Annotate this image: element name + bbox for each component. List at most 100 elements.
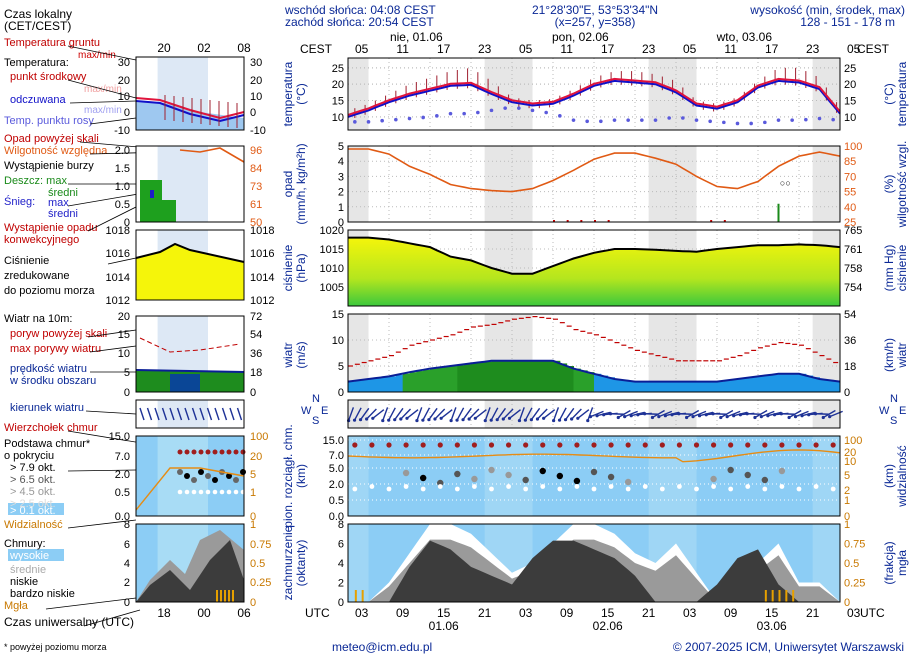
wind-speed-bar [368, 379, 376, 392]
wind-r-tick: 0 [844, 387, 850, 399]
utc-tick: 15 [601, 606, 615, 620]
mini-cc-tick: 8 [124, 519, 130, 531]
wind-arrow [571, 408, 582, 420]
legend-gust-over: poryw powyżej skali [10, 328, 107, 340]
legend-pointer [45, 597, 137, 610]
mini-thin-dot [240, 489, 246, 495]
wind-r-axis-title: wiatr [895, 342, 909, 368]
mini-top-dot [191, 449, 197, 455]
cloud-base-thin-dot [454, 486, 460, 492]
dewpoint-dot [776, 118, 781, 122]
cc-tick: 4 [338, 558, 344, 570]
wind-arrow-head [352, 418, 357, 422]
email-link[interactable]: meteo@icm.edu.pl [332, 640, 432, 654]
mpr-frame [135, 229, 245, 301]
wind-speed-bar [518, 360, 527, 392]
vis-axis-title: widzialność [895, 445, 909, 507]
wind-arrow-head [421, 418, 425, 422]
legend-wind-dir: kierunek wiatru [10, 402, 84, 414]
wind-speed-bar [395, 375, 404, 392]
pres-r-tick: 761 [844, 244, 862, 256]
cloud-base-dot [761, 476, 769, 484]
mini-base-dot [191, 477, 197, 483]
wind-speed-bar [764, 375, 773, 392]
wind-arrow [484, 407, 491, 421]
legend-rain-mid: średni [48, 187, 78, 199]
wind-speed-line [347, 359, 841, 383]
temp-r-tick: 25 [844, 63, 856, 75]
fog-axis-title: mgła [895, 550, 909, 576]
wind-arrow [422, 407, 431, 421]
mini-wind-tick: 20 [118, 311, 130, 323]
cloud-tick: 0.5 [329, 495, 344, 507]
mcc-frame [135, 523, 245, 603]
legend-pressure1: Ciśnienie [4, 255, 49, 267]
wind-arrow-head [828, 415, 832, 419]
legend-cloud-top: Wierzchołek chmur [4, 422, 98, 434]
legend-pointer [67, 45, 137, 61]
dewpoint-dot [435, 114, 439, 118]
wind-speed-bar [641, 381, 650, 392]
pres-frame [347, 229, 841, 307]
cloud-base-dot [522, 476, 529, 484]
mini-humidity [179, 147, 245, 163]
mini-temp-tick-r: 20 [250, 75, 262, 87]
legend-wind-speed: prędkość wiatru [10, 363, 87, 375]
mini-precip-tick: 0 [124, 217, 130, 229]
mini-cloud-tick: 0.5 [115, 487, 130, 499]
cloud-base-thin-dot [728, 486, 734, 492]
utc-tick: 03 [847, 606, 861, 620]
visibility-line [347, 449, 841, 463]
mini-top-dot [177, 449, 183, 455]
wind-speed-bar [389, 376, 397, 392]
wind-speed-bar [737, 379, 745, 392]
cloud-top-dot [710, 442, 717, 448]
wind-speed-bar [751, 377, 759, 392]
wind-speed-bar [730, 379, 738, 392]
mini-hum-tick: 61 [250, 199, 262, 211]
legend-dew-point: Temp. punktu rosy [4, 115, 94, 127]
vis-tick: 2 [844, 485, 850, 497]
mp-frame [135, 145, 245, 223]
mini-hum-tick: 50 [250, 217, 262, 229]
coords-text: 21°28'30"E, 53°53'34"N [532, 3, 658, 17]
pres-tick: 1015 [320, 244, 344, 256]
wind-speed-bar [799, 373, 807, 392]
pres-area [348, 237, 840, 306]
wind-arrow-head [563, 418, 568, 422]
wind-speed-bar [812, 377, 820, 392]
mini-hum-tick: 84 [250, 163, 262, 175]
legend-okt01: > 0.1 okt. [10, 505, 56, 517]
mini-thin-dot [205, 489, 211, 495]
wind-speed-bar [484, 361, 492, 392]
wind-speed-bar [744, 378, 752, 392]
utc-day-label: 03.06 [757, 619, 787, 633]
mini-cloud-tick: 7.0 [115, 451, 130, 463]
vis-tick: 1 [844, 495, 850, 507]
utc-tick: 03 [355, 606, 369, 620]
mini-pres-tick: 1014 [106, 272, 130, 284]
cloud-base-thin-dot [813, 484, 819, 489]
legend-temperature: Temperatura: [4, 57, 69, 69]
cloud-base-dot [539, 467, 546, 475]
wind-arrow [518, 407, 525, 421]
dewpoint-dot [722, 120, 726, 125]
legend-snow: Śnieg: [4, 195, 35, 208]
temp-axis-title: temperatura [281, 61, 295, 126]
wind-speed-bar [546, 360, 554, 392]
wind-arrow [754, 409, 768, 419]
legend-pressure3: do poziomu morza [4, 285, 95, 297]
cloud-top-dot [574, 442, 580, 448]
mini-thin-dot [219, 489, 225, 495]
pres-axis-unit: (hPa) [294, 253, 308, 282]
pres-r-axis-title: ciśnienie [895, 244, 909, 291]
mini-top-dot [184, 449, 190, 455]
wind-arrow [428, 407, 438, 421]
mini-base-dot [205, 473, 211, 479]
utc-tick: 03 [683, 606, 697, 620]
dewpoint-dot [763, 120, 767, 125]
mini-base-dot [198, 469, 204, 475]
cloud-top-dot [488, 442, 495, 448]
cest-tick: 11 [560, 42, 573, 56]
mini-thin-dot [177, 489, 183, 495]
